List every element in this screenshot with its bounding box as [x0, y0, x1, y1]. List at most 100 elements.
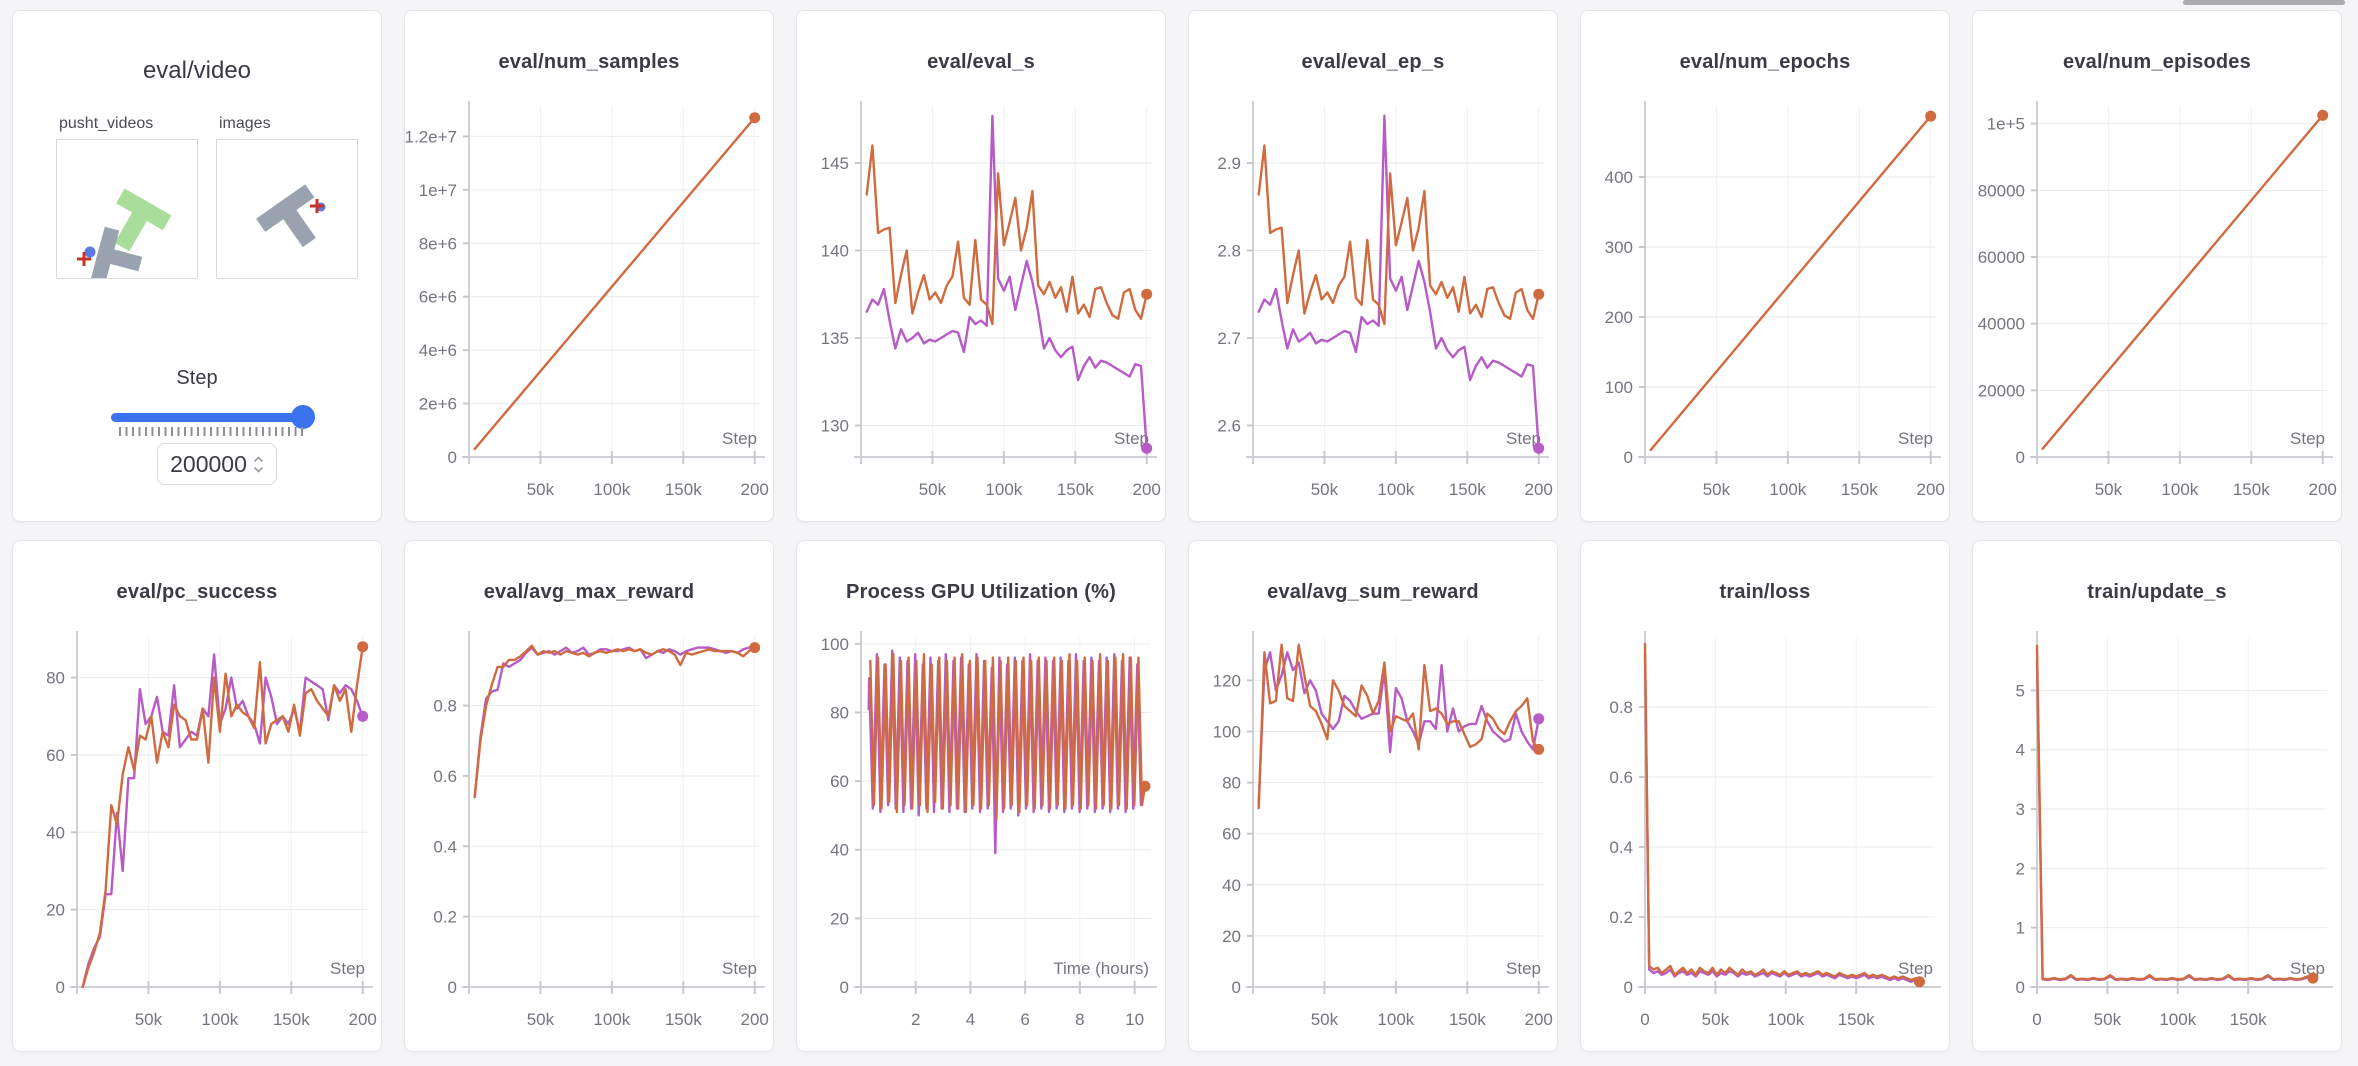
chart-canvas[interactable]: 130 135 140 145 50k 100k 150k 200 Step — [797, 11, 1165, 521]
axes — [462, 631, 765, 994]
gray-t-shape — [90, 226, 143, 283]
panel-eval-avg-max-reward: eval/avg_max_reward 0 0.2 0.4 0.6 0.8 50k 100k… — [404, 540, 774, 1052]
horizontal-gridlines — [469, 135, 759, 405]
chart-title: eval/eval_ep_s — [1301, 51, 1445, 73]
chart-canvas[interactable]: 0 20 40 60 80 100 2 4 6 8 10 Time (hours) — [797, 541, 1165, 1051]
media-label-pusht-videos: pusht_videos — [59, 115, 154, 132]
axes — [1638, 631, 1941, 994]
svg-text:0: 0 — [1624, 978, 1633, 997]
svg-text:50k: 50k — [135, 1010, 163, 1029]
svg-text:0.6: 0.6 — [1609, 768, 1633, 787]
chart-canvas[interactable]: 0 20 40 60 80 50k 100k 150k 200 Step — [13, 541, 381, 1051]
images-thumbnail[interactable] — [216, 139, 358, 279]
svg-text:200: 200 — [349, 1010, 377, 1029]
svg-text:50k: 50k — [1702, 1010, 1730, 1029]
series-endpoint-orange — [357, 641, 369, 653]
x-tick-labels: 50k 100k 150k 200 — [527, 480, 769, 499]
chart-title: train/loss — [1719, 581, 1811, 603]
svg-text:150k: 150k — [273, 1010, 310, 1029]
panel-eval-num-episodes: eval/num_episodes 0 20000 40000 60000 80000 1… — [1972, 10, 2342, 522]
vertical-gridlines — [147, 637, 364, 987]
y-tick-labels: 0 1 2 3 4 5 — [2016, 681, 2025, 997]
chart-canvas[interactable]: 0 0.2 0.4 0.6 0.8 0 50k 100k 150k Step — [1581, 541, 1949, 1051]
svg-text:150k: 150k — [1838, 1010, 1875, 1029]
svg-text:0.6: 0.6 — [433, 767, 457, 786]
y-tick-labels: 0 0.2 0.4 0.6 0.8 — [433, 697, 457, 997]
chart-canvas[interactable]: 2.6 2.7 2.8 2.9 50k 100k 150k 200 Step — [1189, 11, 1557, 521]
chart-canvas[interactable]: 0 1 2 3 4 5 0 50k 100k 150k Step — [1973, 541, 2341, 1051]
horizontal-gridlines — [77, 677, 367, 911]
svg-text:2.6: 2.6 — [1217, 417, 1241, 436]
x-tick-labels: 50k 100k 150k 200 — [1703, 480, 1945, 499]
svg-text:0.4: 0.4 — [433, 837, 457, 856]
images-scene — [256, 184, 326, 248]
y-tick-labels: 0 20000 40000 60000 80000 1e+5 — [1978, 115, 2025, 467]
pusht-videos-thumbnail[interactable] — [56, 139, 198, 283]
series-endpoint-orange — [1533, 288, 1545, 300]
chart-canvas[interactable]: 0 2e+6 4e+6 6e+6 8e+6 1e+7 1.2e+7 50k 100k 150k 20… — [405, 11, 773, 521]
chart-canvas[interactable]: 0 0.2 0.4 0.6 0.8 50k 100k 150k 200 Step — [405, 541, 773, 1051]
series-endpoint-orange — [1925, 110, 1937, 122]
chart-title: train/update_s — [2087, 581, 2227, 603]
chart-title: Process GPU Utilization (%) — [846, 581, 1116, 603]
svg-text:145: 145 — [821, 154, 849, 173]
step-slider-handle[interactable] — [291, 405, 315, 429]
svg-text:300: 300 — [1605, 238, 1633, 257]
chart-canvas[interactable]: 0 20000 40000 60000 80000 1e+5 50k 100k 150k 200 S… — [1973, 11, 2341, 521]
svg-text:150k: 150k — [2230, 1010, 2267, 1029]
horizontal-gridlines — [2037, 123, 2327, 391]
svg-text:50k: 50k — [527, 1010, 555, 1029]
step-number-input[interactable]: 200000 — [157, 443, 277, 485]
svg-text:20: 20 — [46, 901, 65, 920]
svg-text:100k: 100k — [593, 1010, 630, 1029]
x-axis-label: Step — [722, 429, 757, 448]
horizontal-gridlines — [469, 705, 759, 918]
series-endpoint-orange — [2307, 972, 2319, 984]
agent-dot — [84, 246, 96, 258]
axes — [2030, 101, 2333, 464]
panel-eval-num-samples: eval/num_samples 0 2e+6 4e+6 6e+6 8e+6 1e+7 1.… — [404, 10, 774, 522]
svg-text:50k: 50k — [1311, 480, 1339, 499]
x-axis-label: Step — [722, 959, 757, 978]
svg-text:60: 60 — [830, 772, 849, 791]
svg-text:0: 0 — [448, 448, 457, 467]
step-slider-track[interactable] — [111, 413, 313, 422]
svg-text:100k: 100k — [985, 480, 1022, 499]
step-slider-label: Step — [176, 367, 218, 389]
svg-text:3: 3 — [2016, 800, 2025, 819]
svg-text:140: 140 — [821, 242, 849, 261]
svg-text:80000: 80000 — [1978, 181, 2025, 200]
svg-text:80: 80 — [830, 703, 849, 722]
vertical-gridlines — [539, 107, 756, 457]
svg-text:200: 200 — [1917, 480, 1945, 499]
axes — [462, 101, 765, 464]
chart-canvas[interactable]: 0 20 40 60 80 100 120 50k 100k 150k 200 Step — [1189, 541, 1557, 1051]
svg-text:20: 20 — [1222, 927, 1241, 946]
series-line-orange — [869, 653, 1147, 821]
svg-text:60000: 60000 — [1978, 248, 2025, 267]
svg-text:200: 200 — [741, 1010, 769, 1029]
series-line-purple — [1257, 651, 1540, 805]
svg-text:8: 8 — [1075, 1010, 1084, 1029]
svg-text:2.9: 2.9 — [1217, 154, 1241, 173]
chart-canvas[interactable]: 0 100 200 300 400 50k 100k 150k 200 Step — [1581, 11, 1949, 521]
svg-text:100k: 100k — [1377, 480, 1414, 499]
svg-text:0: 0 — [840, 978, 849, 997]
svg-text:0: 0 — [56, 978, 65, 997]
gray-t-shape — [256, 184, 316, 248]
svg-text:40: 40 — [830, 841, 849, 860]
series-endpoint-orange — [749, 112, 761, 124]
svg-text:0.8: 0.8 — [1609, 698, 1633, 717]
x-tick-labels: 50k 100k 150k 200 — [527, 1010, 769, 1029]
step-input-spinner[interactable] — [253, 455, 264, 473]
svg-text:0: 0 — [2032, 1010, 2041, 1029]
panel-title: eval/video — [142, 57, 252, 84]
chart-title: eval/pc_success — [116, 581, 278, 603]
svg-text:150k: 150k — [1057, 480, 1094, 499]
panel-eval-avg-sum-reward: eval/avg_sum_reward 0 20 40 60 80 100 120 50k 10… — [1188, 540, 1558, 1052]
series-line-purple — [81, 653, 364, 989]
svg-text:20: 20 — [830, 909, 849, 928]
horizontal-scrollbar-thumb[interactable] — [2183, 0, 2345, 5]
x-axis-label: Step — [1898, 429, 1933, 448]
svg-text:100: 100 — [1213, 723, 1241, 742]
